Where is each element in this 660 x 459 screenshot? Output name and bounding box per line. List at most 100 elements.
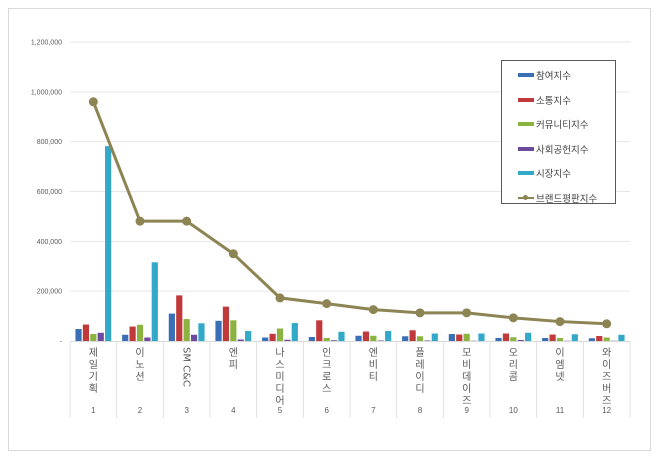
x-rank-label: 1	[91, 406, 96, 415]
legend-item: 소통지수	[518, 94, 571, 107]
x-rank-label: 8	[418, 406, 423, 415]
bar-4	[330, 340, 338, 341]
svg-text:스: 스	[275, 359, 284, 371]
bar-4	[284, 339, 291, 341]
bar-2	[129, 326, 136, 341]
bar-1	[588, 338, 595, 341]
svg-text:로: 로	[322, 372, 331, 383]
x-rank-label: 6	[324, 406, 329, 415]
svg-text:션: 션	[135, 371, 144, 383]
bar-4	[424, 340, 431, 342]
x-rank-label: 3	[184, 406, 189, 415]
bar-4	[377, 340, 384, 342]
line-marker	[275, 293, 285, 303]
bar-3	[90, 334, 97, 341]
bar-5	[431, 333, 438, 341]
legend-item: 시장지수	[518, 167, 571, 180]
y-tick-label: -	[60, 339, 63, 346]
y-tick-label: 200,000	[37, 289, 62, 296]
line-marker	[415, 308, 425, 318]
legend-item: 사회공헌지수	[518, 143, 589, 156]
bar-1	[308, 337, 315, 341]
svg-text:즈: 즈	[602, 372, 611, 383]
bar-5	[245, 331, 252, 341]
svg-text:비: 비	[369, 359, 378, 371]
svg-text:기: 기	[89, 371, 98, 383]
bar-2	[82, 324, 90, 341]
line-marker	[602, 319, 612, 329]
legend-swatch-icon	[518, 122, 534, 126]
bar-series	[75, 146, 625, 342]
bar-3	[603, 337, 610, 341]
y-tick-label: 1,000,000	[31, 89, 62, 96]
svg-text:이: 이	[415, 371, 424, 383]
line-marker	[322, 299, 332, 309]
bar-5	[151, 262, 158, 341]
svg-text:플: 플	[415, 347, 424, 359]
bar-1	[262, 337, 269, 341]
y-tick-label: 800,000	[37, 139, 62, 146]
svg-text:이: 이	[135, 347, 144, 359]
svg-text:모: 모	[462, 348, 471, 359]
bar-4	[237, 339, 244, 341]
svg-text:와: 와	[602, 347, 611, 359]
bar-3	[463, 333, 470, 341]
x-rank-label: 5	[278, 406, 283, 415]
svg-text:비: 비	[462, 359, 471, 371]
svg-text:즈: 즈	[602, 396, 611, 407]
svg-text:이: 이	[602, 359, 611, 371]
bar-1	[215, 320, 222, 341]
svg-text:노: 노	[135, 359, 144, 371]
bar-3	[230, 320, 237, 341]
svg-text:넷: 넷	[555, 371, 564, 383]
legend-label: 참여지수	[536, 71, 571, 82]
bar-5	[571, 334, 578, 341]
bar-1	[542, 338, 549, 341]
y-tick-label: 400,000	[37, 239, 62, 246]
svg-text:크: 크	[322, 360, 331, 371]
bar-5	[105, 146, 112, 341]
legend-swatch-icon	[518, 97, 534, 102]
x-rank-label: 7	[371, 406, 376, 415]
bar-2	[222, 306, 230, 341]
svg-text:미: 미	[275, 371, 284, 383]
legend-label: 커뮤니티지수	[536, 120, 589, 131]
svg-text:어: 어	[275, 395, 284, 407]
legend-swatch-icon	[518, 73, 534, 77]
bar-3	[556, 338, 564, 341]
x-rank-label: 12	[602, 406, 611, 415]
svg-text:리: 리	[509, 359, 518, 371]
legend-item: 커뮤니티지수	[518, 118, 589, 131]
bar-3	[416, 336, 424, 341]
x-rank-label: 4	[231, 406, 236, 415]
svg-text:SM C&C: SM C&C	[181, 347, 192, 387]
svg-text:오: 오	[509, 348, 518, 359]
svg-text:디: 디	[275, 383, 284, 395]
bar-3	[510, 337, 517, 341]
legend-label: 브랜드평판지수	[536, 193, 598, 205]
bar-3	[276, 328, 284, 341]
legend-item: 브랜드평판지수	[518, 192, 598, 205]
line-series-brand-reputation	[88, 97, 612, 329]
bar-1	[75, 329, 82, 341]
line-marker	[462, 308, 472, 318]
y-tick-label: 600,000	[37, 189, 62, 196]
x-category-label: 엔피	[229, 347, 238, 371]
svg-text:레: 레	[415, 359, 424, 371]
x-rank-label: 2	[138, 406, 143, 415]
svg-text:일: 일	[89, 359, 98, 371]
legend-swatch-icon	[518, 146, 534, 151]
bar-1	[122, 334, 129, 341]
svg-text:디: 디	[415, 383, 424, 395]
svg-text:데: 데	[462, 371, 471, 383]
legend-label: 사회공헌지수	[536, 144, 589, 156]
bar-4	[517, 340, 524, 341]
svg-text:엠: 엠	[555, 359, 564, 371]
bar-5	[385, 331, 392, 341]
